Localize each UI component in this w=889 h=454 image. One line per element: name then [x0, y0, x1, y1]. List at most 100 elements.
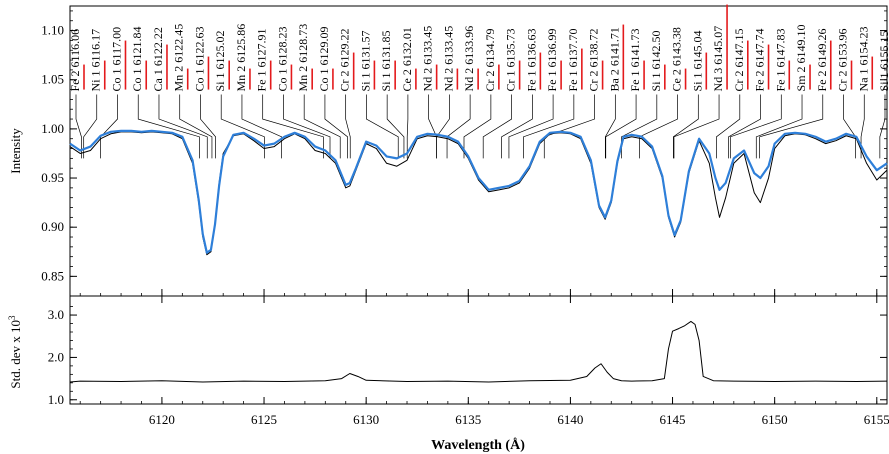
line-id-leader: [137, 94, 200, 159]
line-id-label: Cr 2 6153.96: [836, 28, 850, 91]
line-id-leader: [345, 94, 351, 159]
line-id-label: Nd 2 6133.45: [421, 26, 435, 92]
line-id-leader: [755, 94, 803, 159]
line-id-label: Sm 2 6149.10: [794, 24, 808, 91]
line-id-leader: [639, 94, 678, 159]
x-tick-label: 6145: [660, 412, 686, 427]
line-id-label: Ca 1 6122.22: [151, 27, 165, 91]
x-tick-label: 6120: [149, 412, 175, 427]
line-id-label: Co 1 6128.23: [275, 26, 289, 91]
line-id-label: Ni 1 6116.17: [89, 29, 103, 92]
bottom-y-axis-label: Std. dev x 103: [7, 315, 23, 389]
x-tick-label: 6130: [353, 412, 379, 427]
line-id-leader: [83, 94, 98, 159]
line-identifications: Fe 2 6116.06 Ni 1 6116.17 Co 1 6117.00 Co 1…: [68, 4, 889, 159]
line-id-leader: [463, 94, 492, 159]
line-id-label: Si 1 6125.02: [213, 30, 227, 91]
top-y-tick-label: 1.10: [41, 23, 64, 38]
line-id-leader: [303, 94, 341, 159]
line-id-label: Nd 3 6145.07: [711, 26, 725, 92]
line-id-label: Fe 2 6116.06: [68, 29, 82, 92]
line-id-label: Fe 2 6147.74: [753, 28, 767, 91]
line-id-label: Ce 2 6132.01: [400, 27, 414, 91]
line-id-leader: [446, 94, 471, 159]
model-spectrum-line: [69, 129, 888, 254]
line-id-label: Cr 2 6129.22: [338, 28, 352, 91]
line-id-leader: [605, 94, 637, 159]
bottom-y-axis-label-superscript: 3: [7, 315, 17, 320]
line-id-leader: [406, 94, 409, 159]
line-id-label: Fe 1 6141.73: [628, 28, 642, 91]
top-series: [69, 129, 888, 256]
line-id-leader: [241, 94, 282, 159]
x-tick-label: 6125: [251, 412, 277, 427]
x-tick-label: 6150: [762, 412, 788, 427]
line-id-leader: [523, 94, 575, 159]
top-y-tick-label: 0.85: [41, 268, 64, 283]
line-id-leader: [716, 94, 741, 159]
bottom-y-tick-label: 2.0: [48, 349, 64, 364]
line-id-leader: [158, 94, 208, 159]
line-id-label: Co 1 6122.63: [192, 26, 206, 91]
x-tick-label: 6155: [864, 412, 889, 427]
line-id-label: Co 1 6129.09: [317, 26, 331, 91]
x-axis-label: Wavelength (Å): [431, 437, 525, 453]
line-id-label: Si 1 6142.50: [649, 30, 663, 91]
line-id-leader: [879, 94, 886, 159]
line-id-leader: [75, 94, 82, 159]
bottom-axis-ticks: 1.0 2.0 3.0 6120 6125 6130 6135 6140 6145 6150 615…: [48, 296, 889, 427]
line-id-leader: [728, 94, 761, 159]
line-id-leader: [729, 94, 782, 159]
line-id-leader: [673, 94, 720, 159]
line-id-leader: [482, 94, 512, 159]
line-id-label: Co 1 6117.00: [109, 27, 123, 92]
line-id-label: Fe 1 6127.91: [255, 28, 269, 91]
line-id-label: Si 1 6131.85: [379, 30, 393, 91]
line-id-label: Mn 2 6122.45: [172, 24, 186, 92]
top-panel: 0.85 0.90 0.95 1.00 1.05 1.10 Fe 2 6116.06 Ni …: [8, 4, 889, 297]
line-id-label: Fe 1 6147.83: [773, 28, 787, 91]
line-id-label: Mn 2 6128.73: [296, 24, 310, 92]
top-y-axis-label: Intensity: [8, 128, 23, 174]
std-dev-line: [69, 320, 888, 383]
line-id-label: Cr 1 6135.73: [504, 28, 518, 91]
x-tick-label: 6135: [455, 412, 481, 427]
line-id-label: Cr 2 6134.79: [483, 28, 497, 91]
line-id-label: Fe 1 6136.99: [545, 28, 559, 91]
line-id-leader: [428, 94, 437, 159]
line-id-leader: [386, 94, 405, 159]
line-id-label: Co 1 6121.84: [130, 26, 144, 91]
line-id-label: Nd 2 6133.45: [441, 26, 455, 92]
line-id-label: Si 1 6145.04: [690, 30, 704, 91]
line-id-leader: [543, 94, 595, 159]
line-id-label: Si 1 6155.15: [877, 30, 889, 91]
line-id-leader: [843, 94, 856, 159]
line-id-label: Ce 2 6143.38: [670, 27, 684, 91]
bottom-y-axis-label-text: Std. dev x 10: [8, 320, 23, 389]
bottom-series: [69, 320, 888, 383]
line-id-label: Si 1 6131.57: [358, 30, 372, 91]
top-y-tick-label: 0.95: [41, 170, 64, 185]
line-id-leader: [100, 94, 118, 159]
line-id-leader: [366, 94, 399, 159]
line-id-leader: [501, 94, 533, 159]
bottom-plot-frame: [69, 295, 888, 405]
bottom-panel: 1.0 2.0 3.0 6120 6125 6130 6135 6140 6145 6150 615…: [7, 295, 889, 453]
line-id-label: Ba 2 6141.71: [607, 27, 621, 91]
top-y-tick-label: 0.90: [41, 219, 64, 234]
line-id-label: Cr 2 6147.15: [732, 28, 746, 91]
line-id-leader: [759, 94, 824, 159]
top-y-tick-label: 1.05: [41, 72, 64, 87]
observed-spectrum-line: [69, 131, 888, 256]
line-id-label: Na 1 6154.23: [856, 26, 870, 91]
line-id-leader: [262, 94, 324, 159]
bottom-y-tick-label: 1.0: [48, 392, 64, 407]
bottom-y-tick-label: 3.0: [48, 307, 64, 322]
line-id-leader: [508, 94, 554, 159]
top-y-tick-label: 1.00: [41, 121, 64, 136]
line-id-label: Fe 2 6149.26: [815, 28, 829, 91]
x-tick-label: 6140: [557, 412, 583, 427]
line-id-label: Cr 2 6138.72: [587, 28, 601, 91]
line-id-label: Fe 1 6137.70: [566, 28, 580, 91]
